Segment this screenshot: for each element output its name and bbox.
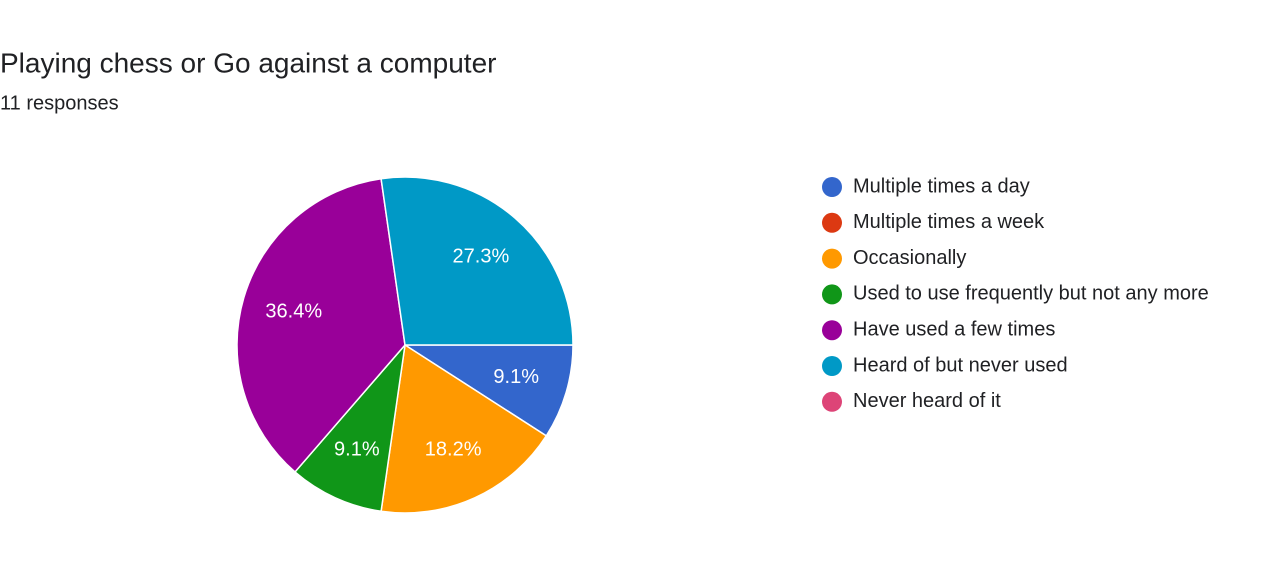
legend-label: Occasionally <box>853 247 966 269</box>
legend-label: Have used a few times <box>853 318 1055 340</box>
legend-swatch <box>822 356 842 376</box>
slice-label: 18.2% <box>425 439 482 461</box>
pie-slice <box>236 177 406 474</box>
legend-swatch <box>822 284 842 305</box>
chart-subtitle: 11 responses <box>0 92 119 114</box>
legend-swatch <box>822 320 842 341</box>
legend-label: Never heard of it <box>853 390 1001 412</box>
chart-title: Playing chess or Go against a computer <box>0 47 496 78</box>
pie-slice <box>380 343 548 514</box>
slice-label: 9.1% <box>493 366 539 388</box>
slice-label: 27.3% <box>453 246 510 268</box>
pie-slice <box>293 342 407 513</box>
slice-label: 9.1% <box>334 439 380 461</box>
slice-label: 36.4% <box>265 301 322 323</box>
legend-swatch <box>822 248 842 269</box>
legend-swatch <box>822 177 842 197</box>
pie-slice <box>380 176 574 346</box>
legend-label: Multiple times a week <box>853 211 1045 233</box>
legend-swatch <box>822 212 842 233</box>
legend-label: Multiple times a day <box>853 175 1030 197</box>
legend-label: Used to use frequently but not any more <box>853 283 1209 305</box>
legend-swatch <box>822 391 842 412</box>
legend-label: Heard of but never used <box>853 354 1068 376</box>
pie-slice <box>402 344 574 437</box>
